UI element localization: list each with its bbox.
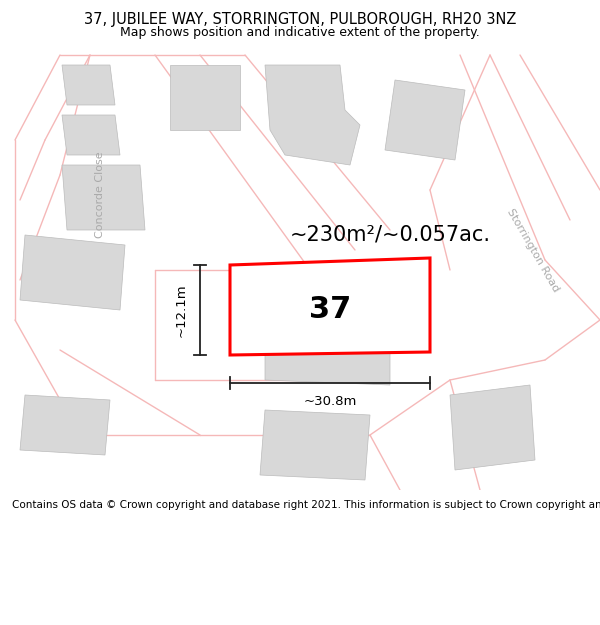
Text: ~12.1m: ~12.1m (175, 283, 188, 337)
Polygon shape (265, 265, 390, 385)
Polygon shape (62, 65, 115, 105)
Text: 37: 37 (309, 296, 351, 324)
Polygon shape (230, 258, 430, 355)
Text: Concorde Close: Concorde Close (95, 152, 105, 238)
Polygon shape (265, 65, 360, 165)
Text: ~230m²/~0.057ac.: ~230m²/~0.057ac. (290, 225, 491, 245)
Polygon shape (450, 385, 535, 470)
Text: 37, JUBILEE WAY, STORRINGTON, PULBOROUGH, RH20 3NZ: 37, JUBILEE WAY, STORRINGTON, PULBOROUGH… (84, 12, 516, 27)
Polygon shape (20, 395, 110, 455)
Polygon shape (62, 165, 145, 230)
Polygon shape (385, 80, 465, 160)
Text: Contains OS data © Crown copyright and database right 2021. This information is : Contains OS data © Crown copyright and d… (12, 500, 600, 510)
Text: ~30.8m: ~30.8m (304, 395, 356, 408)
Polygon shape (170, 65, 240, 130)
Text: Map shows position and indicative extent of the property.: Map shows position and indicative extent… (120, 26, 480, 39)
Text: Storrington Road: Storrington Road (505, 207, 561, 293)
Polygon shape (62, 115, 120, 155)
Polygon shape (260, 410, 370, 480)
Polygon shape (20, 235, 125, 310)
